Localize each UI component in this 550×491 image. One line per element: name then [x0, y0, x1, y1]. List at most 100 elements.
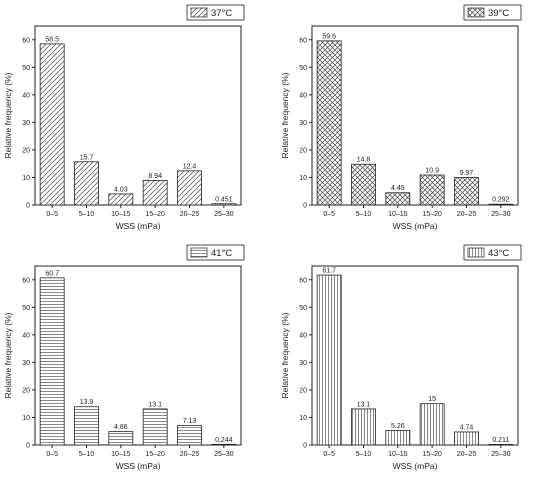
bar-5–10 [351, 163, 376, 206]
x-tick-label: 10–15 [388, 451, 408, 458]
bar-value-label: 4.03 [114, 186, 128, 193]
bar-value-label: 8.94 [148, 173, 162, 180]
y-tick-label: 50 [22, 305, 30, 312]
y-tick-label: 30 [22, 120, 30, 127]
x-tick-label: 20–25 [457, 451, 477, 458]
bar-10–15 [108, 193, 134, 206]
y-tick-label: 0 [303, 203, 307, 210]
x-tick-label: 25–30 [214, 451, 234, 458]
bar-10–15 [108, 431, 134, 446]
bar-value-label: 0.244 [215, 437, 233, 444]
y-tick-label: 10 [299, 175, 307, 182]
x-tick-label: 0–5 [323, 211, 335, 218]
y-tick-label: 40 [22, 92, 30, 99]
bar-value-label: 5.26 [391, 423, 405, 430]
bar-value-label: 15 [428, 396, 436, 403]
x-tick-label: 0–5 [46, 451, 58, 458]
y-axis-label: Relative frequency (%) [3, 72, 13, 158]
x-tick-label: 10–15 [111, 211, 131, 218]
x-tick-label: 0–5 [323, 451, 335, 458]
bar-0–5 [39, 277, 65, 446]
y-axis-label: Relative frequency (%) [280, 312, 290, 398]
y-tick-label: 10 [22, 175, 30, 182]
y-tick-label: 10 [22, 415, 30, 422]
bar-value-label: 4.45 [391, 185, 405, 192]
bar-25–30 [211, 443, 237, 446]
y-tick-label: 20 [299, 387, 307, 394]
y-tick-label: 50 [299, 65, 307, 72]
y-tick-label: 60 [299, 37, 307, 44]
legend-label: 43°C [488, 248, 509, 259]
bar-value-label: 10.9 [425, 167, 439, 174]
bar-5–10 [351, 408, 376, 446]
x-axis-label: WSS (mPa) [393, 461, 438, 471]
y-tick-label: 60 [299, 277, 307, 284]
plot-frame [34, 265, 242, 446]
bar-value-label: 4.86 [114, 424, 128, 431]
y-tick-label: 10 [299, 415, 307, 422]
bar-value-label: 13.9 [80, 399, 94, 406]
y-tick-label: 60 [22, 37, 30, 44]
x-tick-label: 5–10 [79, 211, 95, 218]
y-tick-label: 20 [22, 387, 30, 394]
bar-25–30 [488, 444, 514, 446]
bar-value-label: 0.451 [215, 196, 233, 203]
x-axis-label: WSS (mPa) [393, 221, 438, 231]
y-tick-label: 0 [26, 203, 30, 210]
x-tick-label: 20–25 [180, 451, 200, 458]
bar-15–20 [142, 179, 168, 206]
bar-20–25 [454, 431, 479, 446]
bar-5–10 [74, 161, 99, 206]
bar-0–5 [316, 40, 342, 206]
y-tick-label: 60 [22, 277, 30, 284]
y-tick-label: 30 [299, 120, 307, 127]
y-tick-label: 40 [22, 332, 30, 339]
y-tick-label: 30 [299, 360, 307, 367]
chart-panel-3: 0 10 20 30 40 50 60 60.7 0–5 13.9 5–10 4.86 10–15 13.… [3, 244, 245, 471]
bar-20–25 [177, 424, 202, 446]
legend-swatch [190, 247, 208, 258]
x-tick-label: 15–20 [145, 211, 165, 218]
x-tick-label: 0–5 [46, 211, 58, 218]
y-axis-label: Relative frequency (%) [3, 312, 13, 398]
bar-20–25 [177, 170, 202, 206]
plot-frame [311, 25, 519, 206]
x-axis-label: WSS (mPa) [116, 221, 161, 231]
bar-15–20 [419, 403, 445, 446]
x-axis-label: WSS (mPa) [116, 461, 161, 471]
x-tick-label: 25–30 [214, 211, 234, 218]
legend-label: 37°C [211, 8, 232, 19]
bar-value-label: 13.1 [148, 401, 162, 408]
y-tick-label: 30 [22, 360, 30, 367]
bar-5–10 [74, 406, 99, 446]
bar-value-label: 9.97 [460, 170, 474, 177]
bar-25–30 [488, 203, 514, 206]
x-tick-label: 20–25 [457, 211, 477, 218]
bar-15–20 [142, 408, 168, 446]
legend: 41°C [186, 244, 245, 261]
y-tick-label: 50 [299, 305, 307, 312]
bar-20–25 [454, 177, 479, 206]
chart-panel-2: 0 10 20 30 40 50 60 59.6 0–5 14.8 5–10 4.45 10–15 10.… [280, 4, 522, 231]
x-tick-label: 5–10 [79, 451, 95, 458]
x-tick-label: 10–15 [111, 451, 131, 458]
legend: 39°C [463, 4, 522, 21]
legend-swatch [190, 7, 208, 18]
x-tick-label: 15–20 [422, 211, 442, 218]
bar-value-label: 0.211 [492, 437, 509, 444]
bar-value-label: 0.292 [492, 197, 510, 204]
legend-swatch [467, 247, 485, 258]
chart-panel-1: 0 10 20 30 40 50 60 58.5 0–5 15.7 5–10 4.03 10–15 8.9… [3, 4, 245, 231]
y-tick-label: 20 [22, 147, 30, 154]
bar-15–20 [419, 174, 445, 206]
bar-value-label: 14.8 [357, 157, 371, 164]
y-tick-label: 20 [299, 147, 307, 154]
x-tick-label: 25–30 [491, 211, 511, 218]
bar-10–15 [385, 430, 411, 446]
bar-0–5 [316, 274, 342, 446]
y-tick-label: 40 [299, 92, 307, 99]
bar-value-label: 60.7 [45, 270, 59, 277]
y-tick-label: 0 [303, 443, 307, 450]
